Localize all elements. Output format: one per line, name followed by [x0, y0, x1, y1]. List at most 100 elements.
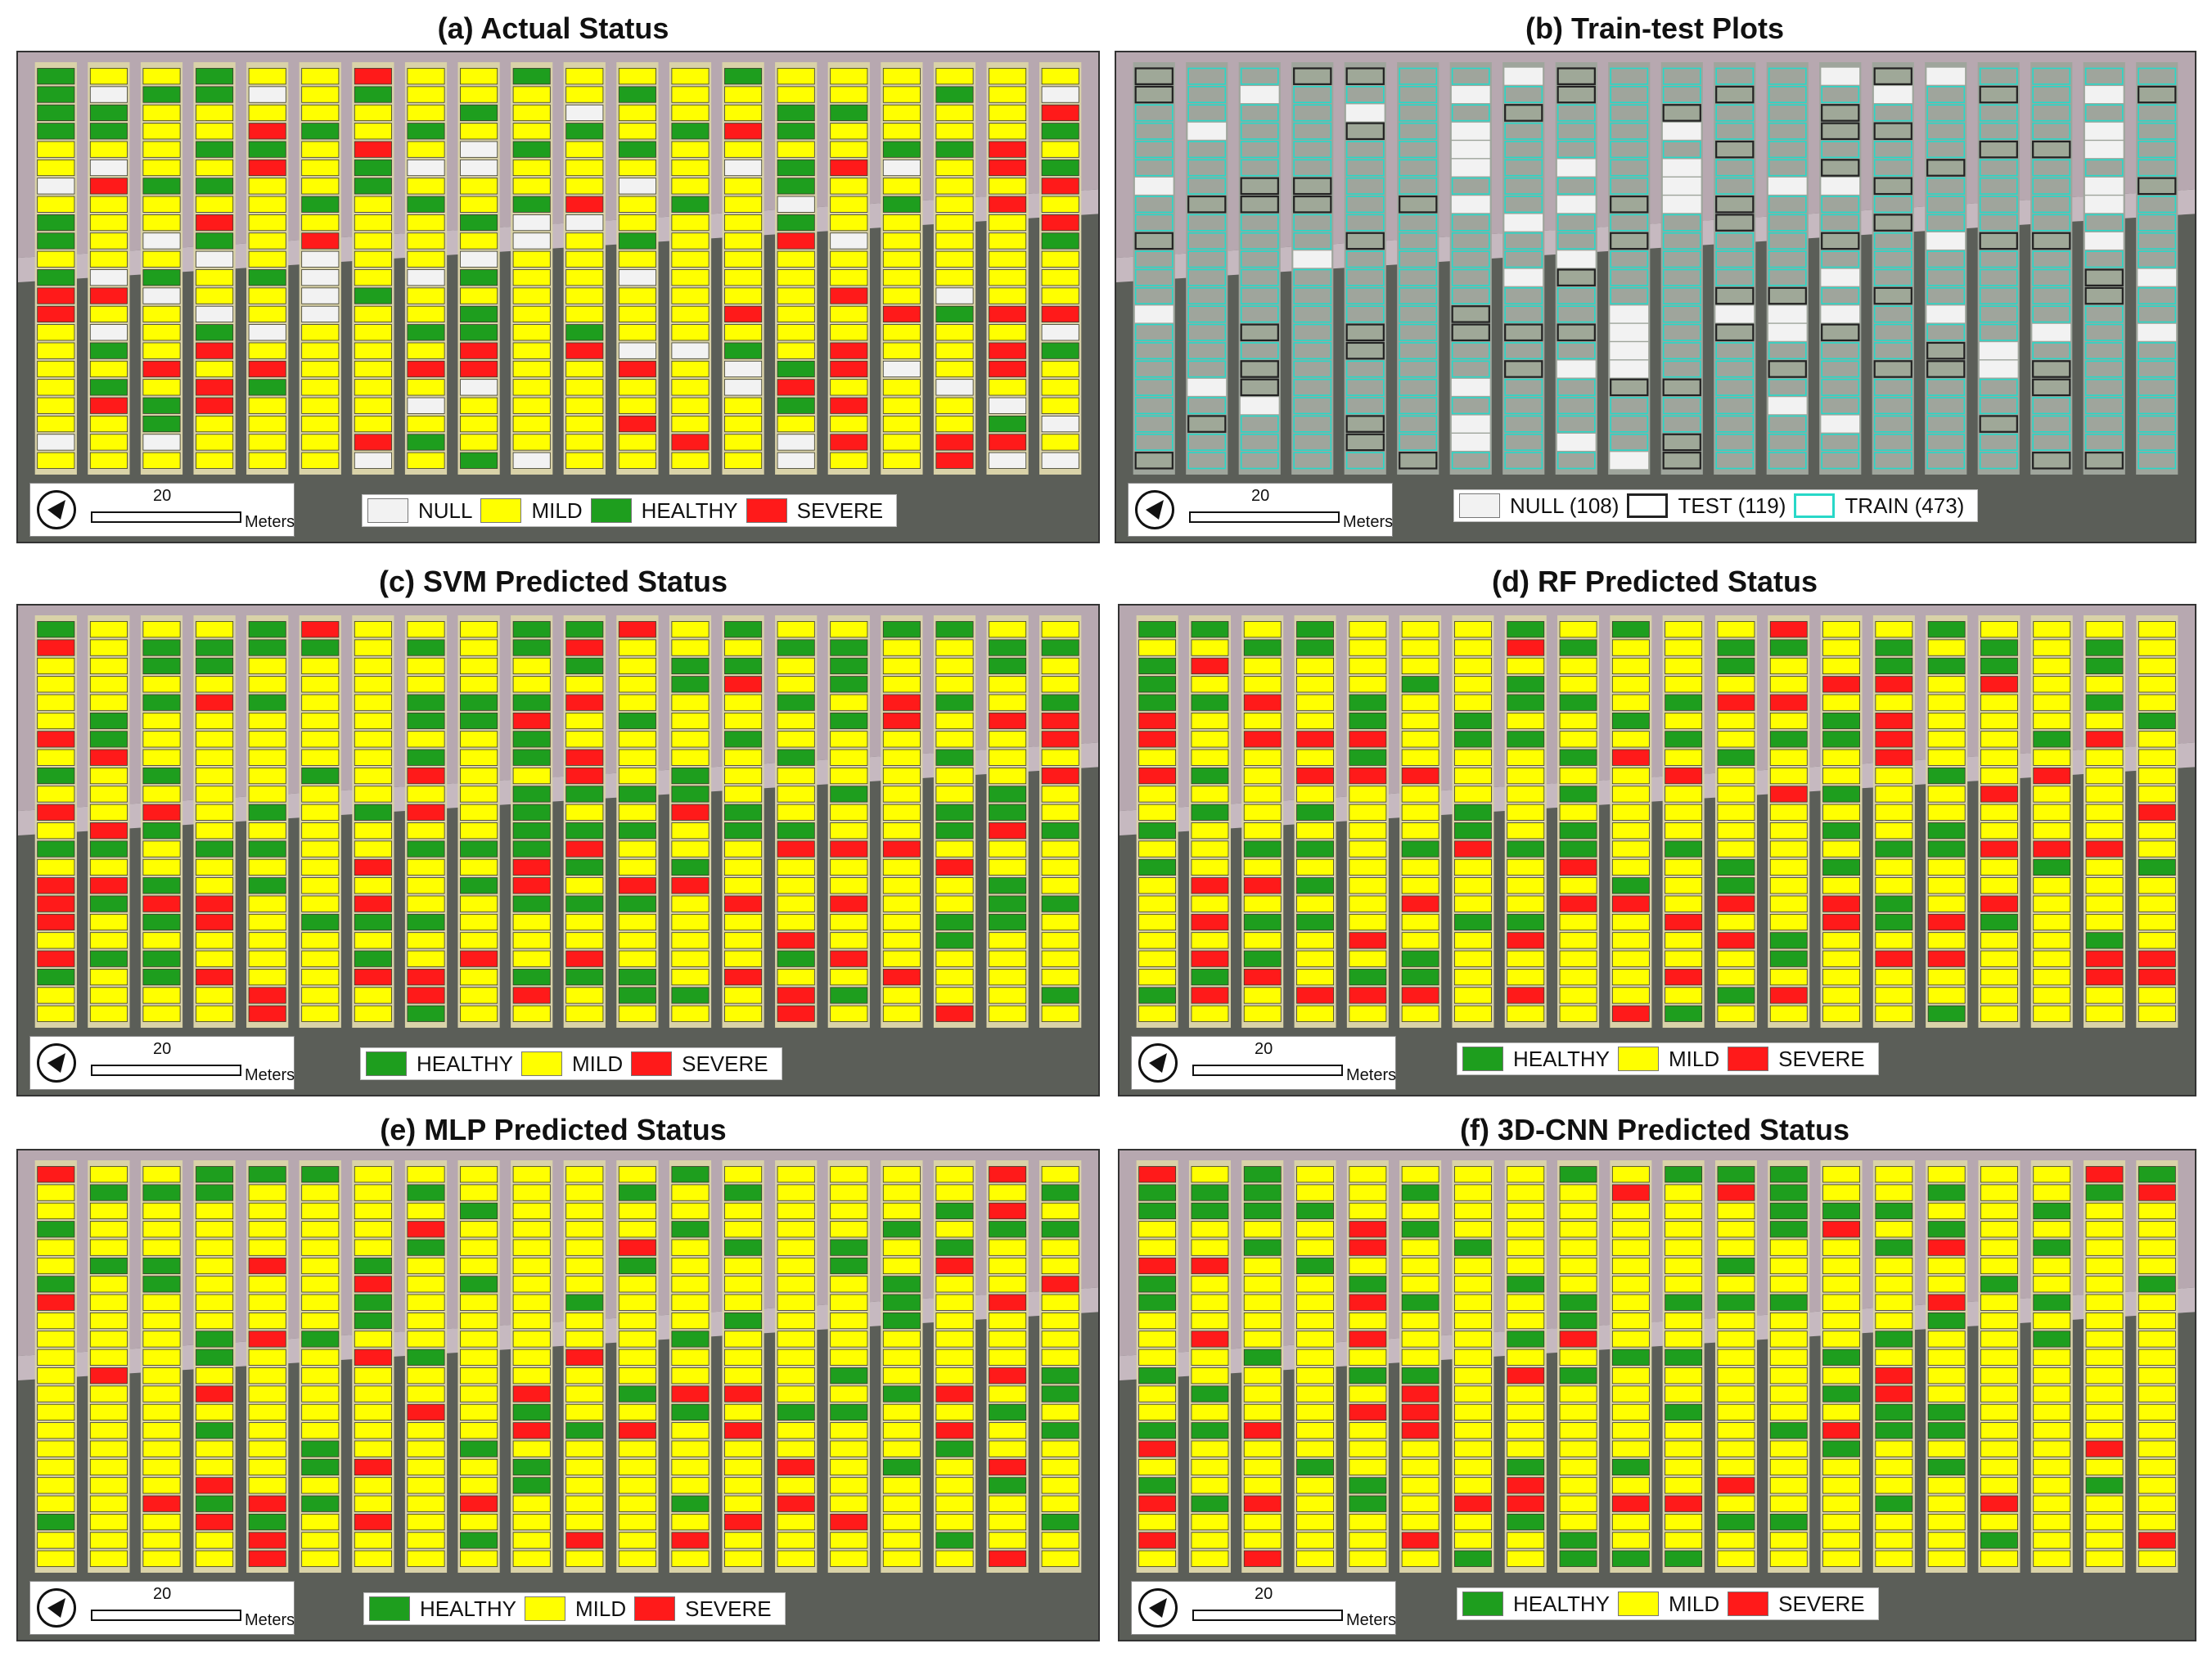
field-plot	[882, 1221, 921, 1238]
field-plot	[512, 786, 551, 803]
field-plot	[1507, 1294, 1545, 1311]
field-plot	[989, 804, 1027, 821]
field-plot	[354, 1184, 392, 1201]
field-plot	[1665, 987, 1703, 1004]
field-plot	[1138, 840, 1177, 858]
field-plot	[196, 1550, 234, 1567]
field-plot	[460, 1422, 498, 1439]
field-plot	[1240, 268, 1279, 286]
field-plot	[1191, 1495, 1229, 1512]
field-plot	[248, 1276, 286, 1293]
field-plot	[830, 434, 868, 451]
field-plot	[1557, 232, 1596, 250]
field-plot	[1138, 1532, 1177, 1549]
field-plot	[2033, 768, 2071, 785]
field-plot	[1611, 1202, 1650, 1219]
field-plot	[1191, 804, 1229, 821]
field-plot	[142, 749, 181, 766]
field-plot	[830, 1239, 868, 1256]
field-plot	[1611, 1239, 1650, 1256]
field-plot	[248, 214, 286, 232]
field-plot	[989, 178, 1027, 195]
field-plot	[460, 1514, 498, 1531]
field-plot	[142, 1166, 181, 1183]
field-plot	[89, 305, 128, 322]
field-plot	[1822, 1294, 1860, 1311]
field-plot	[830, 379, 868, 396]
field-plot	[935, 1477, 974, 1494]
field-plot	[1191, 1221, 1229, 1238]
field-plot	[1504, 433, 1543, 451]
field-plot	[935, 178, 974, 195]
field-plot	[830, 1477, 868, 1494]
field-plot	[407, 786, 445, 803]
field-plot	[407, 858, 445, 876]
field-plot	[882, 104, 921, 121]
field-plot	[1822, 804, 1860, 821]
field-plot	[989, 1313, 1027, 1330]
field-plot	[1875, 786, 1913, 803]
field-plot	[248, 712, 286, 730]
field-plot	[989, 786, 1027, 803]
field-plot	[935, 104, 974, 121]
field-plot	[1662, 268, 1701, 286]
field-plot	[565, 621, 604, 638]
field-plot	[407, 1221, 445, 1238]
legend-label-severe: SEVERE	[1778, 1591, 1865, 1616]
field-plot	[196, 913, 234, 931]
field-plot	[1610, 195, 1649, 214]
field-plot	[354, 749, 392, 766]
field-plot	[1769, 786, 1808, 803]
field-plot	[1927, 950, 1966, 967]
field-plot	[777, 250, 815, 268]
field-plot	[89, 232, 128, 250]
field-plot	[724, 657, 763, 674]
field-plot	[1296, 1440, 1334, 1457]
field-plot	[2033, 840, 2071, 858]
field-plot	[1240, 342, 1279, 360]
field-plot	[1191, 858, 1229, 876]
field-plot	[724, 269, 763, 286]
field-plot	[882, 913, 921, 931]
field-plot	[565, 287, 604, 304]
field-plot	[1240, 86, 1279, 104]
field-plot	[142, 287, 181, 304]
field-plot	[1557, 250, 1596, 268]
field-plot	[512, 822, 551, 840]
field-plot	[2033, 1477, 2071, 1494]
field-plot	[724, 214, 763, 232]
field-plot	[512, 379, 551, 396]
field-plot	[1979, 85, 2018, 104]
field-plot	[89, 804, 128, 821]
field-plot	[1454, 1294, 1492, 1311]
field-plot	[512, 141, 551, 158]
field-plot	[354, 1403, 392, 1421]
field-plot	[882, 1005, 921, 1022]
field-plot	[1980, 1166, 2018, 1183]
field-plot	[671, 1458, 710, 1476]
field-plot	[1821, 360, 1860, 378]
field-plot	[460, 657, 498, 674]
field-plot	[618, 694, 656, 711]
field-plot	[1296, 932, 1334, 949]
field-plot	[1768, 305, 1807, 323]
field-plot	[37, 324, 75, 341]
field-plot	[724, 1313, 763, 1330]
field-plot	[354, 712, 392, 730]
field-plot	[1980, 676, 2018, 693]
field-plot	[1769, 712, 1808, 730]
field-plot	[777, 913, 815, 931]
field-plot	[1041, 1257, 1079, 1275]
field-plot	[1980, 1477, 2018, 1494]
field-plot	[1349, 913, 1387, 931]
field-plot	[565, 1349, 604, 1366]
field-plot	[882, 360, 921, 378]
field-plot	[1875, 1294, 1913, 1311]
field-plot	[1349, 1403, 1387, 1421]
field-plot	[724, 1458, 763, 1476]
field-plot	[248, 1422, 286, 1439]
field-plot	[1451, 360, 1490, 378]
field-plot	[2085, 1495, 2124, 1512]
field-plot	[671, 159, 710, 177]
field-plot	[1399, 67, 1438, 85]
